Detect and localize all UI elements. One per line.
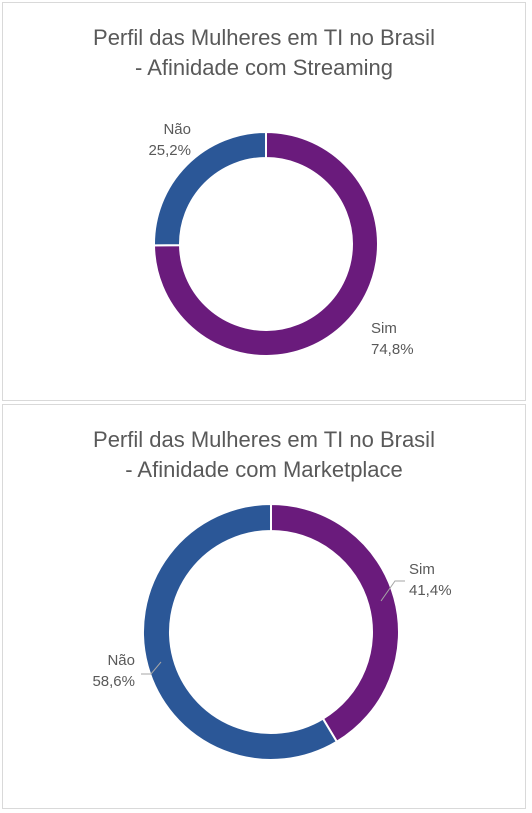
data-label-value: 74,8% <box>371 341 414 358</box>
donut-slice-nao <box>142 502 339 761</box>
data-label-category: Sim <box>371 320 397 337</box>
data-label-value: 58,6% <box>92 673 135 690</box>
chart-panel-marketplace: Perfil das Mulheres em TI no Brasil - Af… <box>2 404 526 809</box>
data-label-category: Não <box>107 652 135 669</box>
leader-line <box>380 580 405 602</box>
chart-panel-streaming: Perfil das Mulheres em TI no Brasil - Af… <box>2 2 526 401</box>
donut-chart-marketplace: Sim 41,4% Não 58,6% <box>92 502 452 761</box>
chart-title-line: - Afinidade com Streaming <box>134 55 394 80</box>
chart-title-line: - Afinidade com Marketplace <box>125 457 403 482</box>
donut-slice-sim <box>270 502 400 744</box>
data-label-category: Não <box>163 121 191 138</box>
leader-line <box>141 661 162 675</box>
donut-slice-nao <box>153 130 267 247</box>
chart-title-line: Perfil das Mulheres em TI no Brasil <box>93 427 435 452</box>
chart-title: Perfil das Mulheres em TI no Brasil - Af… <box>3 23 525 83</box>
data-label-category: Sim <box>409 561 435 578</box>
data-label-value: 25,2% <box>148 142 191 159</box>
donut-slice-sim <box>152 130 379 357</box>
data-label-value: 41,4% <box>409 582 452 599</box>
donut-chart-streaming: Sim 74,8% Não 25,2% <box>148 121 414 358</box>
chart-title: Perfil das Mulheres em TI no Brasil - Af… <box>3 425 525 485</box>
chart-title-line: Perfil das Mulheres em TI no Brasil <box>93 25 435 50</box>
